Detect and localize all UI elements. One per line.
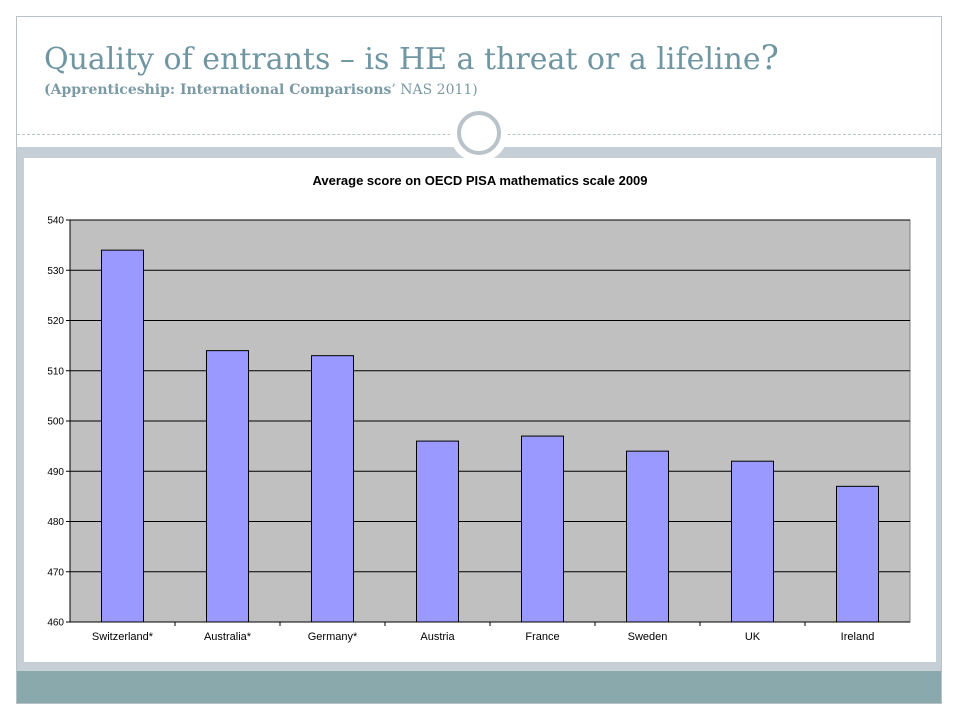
footer-band [17, 671, 941, 703]
y-tick-label: 510 [47, 366, 64, 377]
y-tick-label: 460 [47, 618, 64, 629]
chart-area: Average score on OECD PISA mathematics s… [24, 158, 936, 662]
decorative-ring-inner [457, 111, 501, 155]
x-category-label: Germany* [308, 631, 358, 643]
bar-germany [311, 355, 354, 623]
y-tick-label: 500 [47, 417, 64, 428]
gridlines [69, 219, 911, 623]
y-tick-label: 480 [47, 517, 64, 528]
bars [101, 249, 879, 623]
slide-subtitle: (Apprenticeship: International Compariso… [44, 82, 478, 98]
y-tick-label: 540 [47, 216, 64, 227]
x-axis-categories: Switzerland* Australia* Germany* Austria Fra… [92, 622, 874, 643]
x-category-label: Switzerland* [92, 631, 154, 643]
y-tick-label: 470 [47, 567, 64, 578]
slide-subtitle-rest: ’ NAS 2011) [391, 82, 478, 98]
x-category-label: Sweden [628, 631, 668, 643]
x-category-label: Australia* [204, 631, 252, 643]
x-category-label: France [525, 631, 559, 643]
slide-title-text: Quality of entrants – is HE a threat or … [44, 42, 761, 77]
slide-title: Quality of entrants – is HE a threat or … [44, 40, 779, 78]
y-tick-label: 520 [47, 316, 64, 327]
x-category-label: Austria [420, 631, 455, 643]
chart-title: Average score on OECD PISA mathematics s… [312, 173, 647, 188]
bar-chart: Average score on OECD PISA mathematics s… [47, 173, 911, 643]
bar-sweden [626, 450, 669, 623]
bar-switzerland [101, 249, 144, 623]
slide-title-question-mark: ? [760, 38, 779, 78]
bar-ireland [836, 485, 879, 623]
bar-austria [416, 440, 459, 623]
x-category-label: Ireland [841, 631, 875, 643]
bar-australia [206, 350, 249, 623]
slide-subtitle-bold: (Apprenticeship: International Compariso… [44, 82, 392, 98]
x-category-label: UK [745, 631, 761, 643]
y-tick-label: 530 [47, 266, 64, 277]
bar-uk [731, 460, 774, 623]
bar-france [521, 435, 564, 623]
y-tick-label: 490 [47, 467, 64, 478]
